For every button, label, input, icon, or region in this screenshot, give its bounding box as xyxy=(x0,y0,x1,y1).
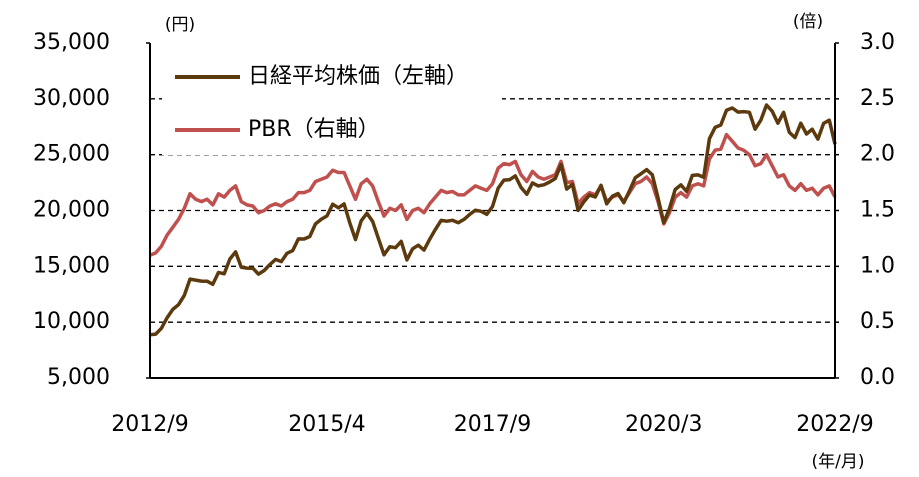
y2-tick-label: 0.5 xyxy=(860,309,895,334)
left-unit: (円) xyxy=(165,15,195,35)
x-tick-label: 2020/3 xyxy=(625,412,702,437)
x-tick-label: 2022/9 xyxy=(796,412,873,437)
x-unit: (年/月) xyxy=(812,452,865,472)
series-line xyxy=(149,132,837,257)
y-tick-label: 15,000 xyxy=(33,253,110,278)
y2-tick-label: 2.5 xyxy=(860,86,895,111)
series-line xyxy=(149,103,837,337)
legend-box xyxy=(162,55,502,155)
legend-label: PBR（右軸） xyxy=(248,117,380,142)
y-tick-label: 30,000 xyxy=(33,86,110,111)
x-tick-label: 2012/9 xyxy=(111,412,188,437)
y-tick-label: 35,000 xyxy=(33,30,110,55)
right-unit: (倍) xyxy=(793,12,823,32)
y2-tick-label: 1.0 xyxy=(860,253,895,278)
y-tick-label: 10,000 xyxy=(33,309,110,334)
x-tick-label: 2017/9 xyxy=(454,412,531,437)
y-tick-label: 5,000 xyxy=(47,365,110,390)
y2-tick-label: 1.5 xyxy=(860,198,895,223)
x-tick-label: 2015/4 xyxy=(288,412,365,437)
y-tick-label: 20,000 xyxy=(33,198,110,223)
y-tick-label: 25,000 xyxy=(33,142,110,167)
y2-tick-label: 0.0 xyxy=(860,365,895,390)
y2-tick-label: 2.0 xyxy=(860,142,895,167)
legend-label: 日経平均株価（左軸） xyxy=(248,64,468,89)
y2-tick-label: 3.0 xyxy=(860,30,895,55)
